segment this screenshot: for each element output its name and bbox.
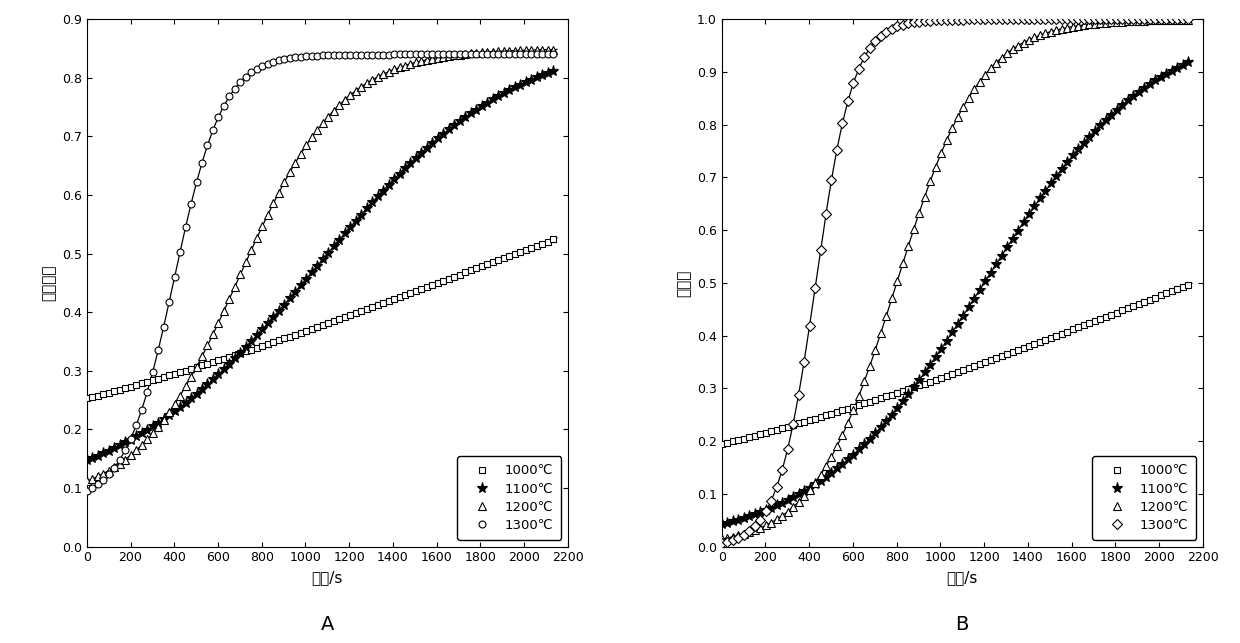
1200℃ [546,46,560,53]
Legend: 1000℃, 1100℃, 1200℃, 1300℃: 1000℃, 1100℃, 1200℃, 1300℃ [458,457,562,540]
1100℃ [129,433,144,440]
1100℃ [546,67,560,75]
1100℃ [714,520,729,528]
Y-axis label: 提金展度: 提金展度 [41,265,56,301]
1200℃ [764,519,779,527]
1000℃ [79,395,94,403]
1000℃ [1180,281,1195,289]
1100℃ [725,518,740,525]
1200℃ [91,473,105,480]
1200℃ [939,136,954,144]
Line: 1000℃: 1000℃ [718,282,1192,448]
1300℃ [102,471,117,478]
1000℃ [129,381,144,389]
1100℃ [1110,105,1125,113]
Line: 1300℃: 1300℃ [83,51,557,494]
1300℃ [79,487,94,494]
1000℃ [91,392,105,399]
1200℃ [79,477,94,485]
1200℃ [714,535,729,543]
1100℃ [764,504,779,512]
1300℃ [304,52,319,60]
1100℃ [304,269,319,276]
Line: 1300℃: 1300℃ [718,16,1192,547]
Legend: 1000℃, 1100℃, 1200℃, 1300℃: 1000℃, 1100℃, 1200℃, 1300℃ [1092,457,1197,540]
1200℃ [1110,18,1125,26]
X-axis label: 时间/s: 时间/s [946,570,978,585]
Text: B: B [956,615,968,634]
1300℃ [725,536,740,544]
1100℃ [1180,59,1195,66]
1100℃ [939,337,954,345]
1000℃ [546,235,560,243]
X-axis label: 时间/s: 时间/s [311,570,343,585]
1300℃ [1180,15,1195,23]
1000℃ [1110,309,1125,316]
Line: 1000℃: 1000℃ [83,236,557,402]
1200℃ [725,533,740,541]
1300℃ [436,51,451,59]
1000℃ [764,428,779,435]
1000℃ [102,389,117,397]
Line: 1100℃: 1100℃ [717,57,1194,530]
1300℃ [91,480,105,488]
1000℃ [714,440,729,448]
1000℃ [475,262,490,270]
Line: 1200℃: 1200℃ [718,15,1193,543]
1100℃ [91,451,105,459]
Y-axis label: 脶化度: 脶化度 [676,269,692,296]
1000℃ [737,435,751,442]
1000℃ [1071,323,1086,331]
1300℃ [546,51,560,59]
1200℃ [129,446,144,454]
1100℃ [79,456,94,464]
1200℃ [436,53,451,60]
1200℃ [1180,16,1195,24]
1200℃ [304,134,319,141]
1200℃ [1071,22,1086,30]
1100℃ [1071,145,1086,153]
1300℃ [764,496,779,504]
1100℃ [102,447,117,455]
1000℃ [939,372,954,380]
Text: A: A [321,615,334,634]
1300℃ [939,16,954,24]
1300℃ [1071,15,1086,23]
1100℃ [737,514,751,522]
1300℃ [737,531,751,539]
1200℃ [475,49,490,57]
1300℃ [129,421,144,429]
1300℃ [1110,15,1125,23]
1300℃ [714,539,729,547]
1000℃ [725,438,740,446]
Line: 1200℃: 1200℃ [83,46,557,485]
1100℃ [475,102,490,110]
1000℃ [304,325,319,333]
1200℃ [737,530,751,538]
1000℃ [436,277,451,285]
1200℃ [102,467,117,475]
1300℃ [475,51,490,59]
1100℃ [436,130,451,138]
Line: 1100℃: 1100℃ [82,66,559,466]
